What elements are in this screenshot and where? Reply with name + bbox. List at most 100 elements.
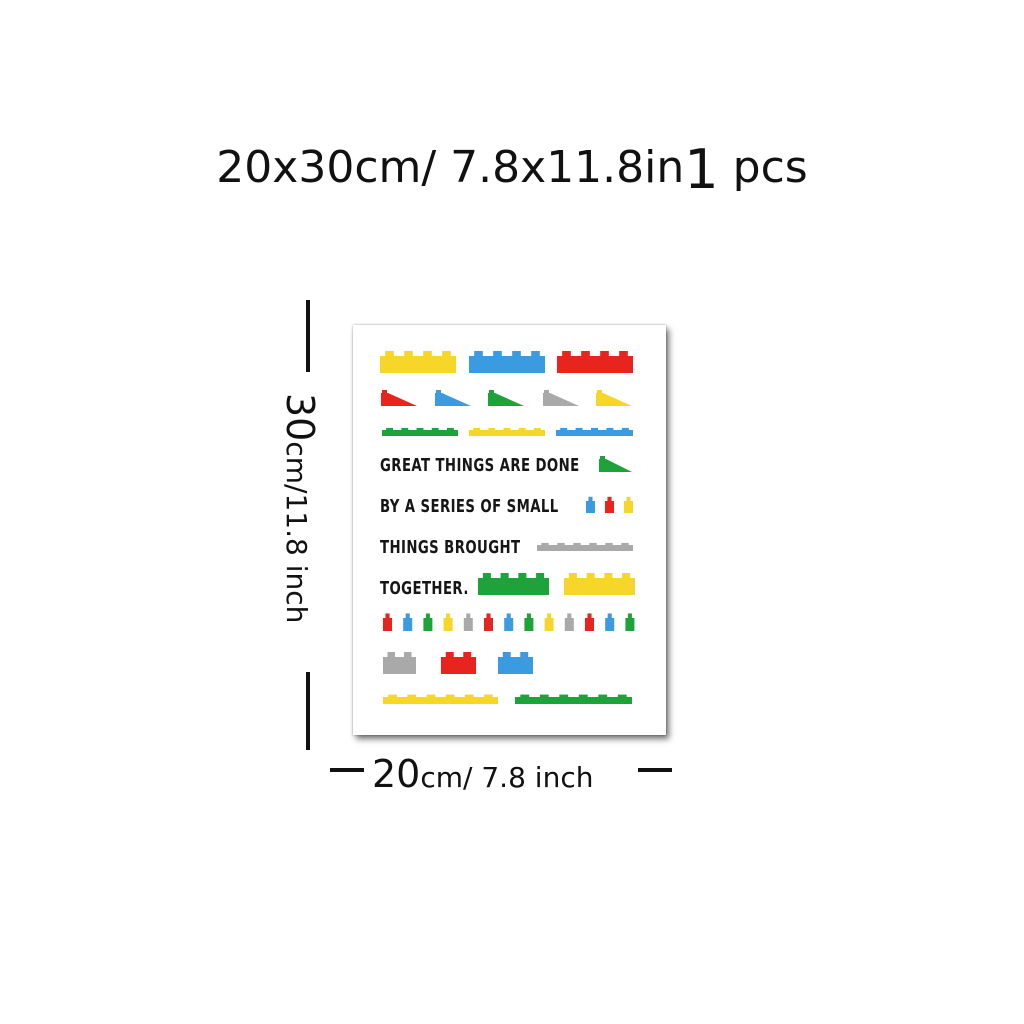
- slope-brick-2: [435, 393, 471, 406]
- brick-medium-green-stud: [482, 573, 491, 578]
- brick-large-blue: [469, 356, 545, 373]
- plate-gray-stud: [557, 542, 565, 545]
- plate-long-yellow-stud: [426, 694, 436, 697]
- height-unit: cm/11.8 inch: [280, 441, 313, 624]
- slope-brick-1: [381, 393, 417, 406]
- brick-square-blue-stud: [502, 652, 511, 657]
- tiny-brick-2: [403, 618, 413, 631]
- brick-square-gray: [383, 657, 416, 674]
- plate-yellow: [469, 430, 545, 436]
- tiny-brick-4: [443, 618, 453, 631]
- plate-blue-stud: [575, 427, 583, 430]
- tiny-brick-5: [463, 618, 473, 631]
- tiny-brick-11-stud: [587, 613, 592, 618]
- tiny-brick-6-stud: [486, 613, 491, 618]
- plate-long-green-stud: [520, 694, 530, 697]
- tiny-brick-4-stud: [446, 613, 451, 618]
- tiny-brick-8-stud: [526, 613, 531, 618]
- width-dimension-line-right: [638, 768, 672, 772]
- tiny-brick-1: [383, 618, 392, 631]
- slope-brick-5: [596, 393, 632, 406]
- brick-square-blue: [498, 657, 533, 674]
- brick-large-yellow: [380, 356, 456, 373]
- brick-square-blue-stud: [520, 652, 529, 657]
- plate-green-stud: [446, 427, 454, 430]
- plate-blue: [556, 430, 633, 436]
- tiny-brick-7: [504, 618, 514, 631]
- tiny-brick-1-stud: [385, 613, 390, 618]
- tiny-brick-13: [625, 618, 635, 631]
- plate-green-stud: [416, 427, 424, 430]
- brick-square-gray-stud: [404, 652, 412, 657]
- brick-large-blue-stud: [493, 351, 502, 356]
- brick-large-yellow-stud: [423, 351, 432, 356]
- height-dimension-line-bottom: [306, 672, 310, 750]
- small-brick-red-stud: [607, 496, 612, 501]
- slope-brick-4-stud: [544, 390, 549, 393]
- brick-medium-yellow: [564, 578, 635, 595]
- slope-brick-quote-stud: [600, 456, 605, 459]
- height-dimension-line-top: [306, 300, 310, 372]
- brick-large-red-stud: [600, 351, 609, 356]
- plate-gray-stud: [589, 542, 597, 545]
- tiny-brick-2-stud: [405, 613, 410, 618]
- brick-medium-green: [478, 578, 549, 595]
- plate-long-yellow-stud: [484, 694, 493, 697]
- small-brick-yellow: [624, 501, 633, 513]
- brick-large-yellow-stud: [442, 351, 451, 356]
- plate-yellow-stud: [518, 427, 526, 430]
- width-unit: cm/ 7.8 inch: [420, 761, 594, 794]
- tiny-brick-9: [544, 618, 554, 631]
- slope-brick-2-stud: [436, 390, 441, 393]
- width-number: 20: [372, 752, 421, 796]
- plate-long-green-stud: [578, 694, 588, 697]
- tiny-brick-7-stud: [506, 613, 511, 618]
- plate-green-stud: [431, 427, 439, 430]
- plate-yellow-stud: [503, 427, 511, 430]
- plate-long-green-stud: [598, 694, 608, 697]
- small-brick-blue-stud: [588, 496, 593, 501]
- brick-medium-green-stud: [500, 573, 509, 578]
- width-dimension-label: 20cm/ 7.8 inch: [372, 752, 593, 796]
- tiny-brick-13-stud: [627, 613, 632, 618]
- height-dimension-label: 30cm/11.8 inch: [278, 393, 322, 623]
- slope-brick-1-stud: [382, 390, 387, 393]
- tiny-brick-6: [484, 618, 493, 631]
- height-number: 30: [278, 393, 322, 442]
- plate-green: [382, 430, 458, 436]
- plate-gray-stud: [621, 542, 629, 545]
- tiny-brick-12: [605, 618, 615, 631]
- tiny-brick-10-stud: [567, 613, 572, 618]
- brick-large-yellow-stud: [404, 351, 413, 356]
- brick-medium-green-stud: [518, 573, 527, 578]
- brick-medium-yellow-stud: [586, 573, 595, 578]
- small-brick-yellow-stud: [626, 496, 631, 501]
- plate-blue-stud: [621, 427, 629, 430]
- plate-long-green-stud: [617, 694, 627, 697]
- plate-gray: [537, 545, 633, 551]
- brick-large-red-stud: [619, 351, 628, 356]
- tiny-brick-5-stud: [466, 613, 471, 618]
- quantity-unit: pcs: [732, 142, 808, 193]
- plate-gray-stud: [541, 542, 549, 545]
- brick-medium-yellow-stud: [622, 573, 631, 578]
- brick-large-blue-stud: [512, 351, 521, 356]
- brick-large-red-stud: [562, 351, 571, 356]
- slope-brick-3: [488, 393, 524, 406]
- slope-brick-4: [543, 393, 579, 406]
- plate-yellow-stud: [488, 427, 496, 430]
- brick-medium-yellow-stud: [568, 573, 577, 578]
- plate-gray-stud: [605, 542, 613, 545]
- quote-line-1: GREAT THINGS ARE DONE: [380, 455, 580, 476]
- plate-blue-stud: [606, 427, 614, 430]
- plate-yellow-stud: [533, 427, 541, 430]
- tiny-brick-3: [423, 618, 433, 631]
- plate-long-green-stud: [559, 694, 569, 697]
- brick-large-red: [557, 356, 633, 373]
- plate-long-yellow-stud: [445, 694, 455, 697]
- brick-square-red: [441, 657, 476, 674]
- quote-line-2: BY A SERIES OF SMALL: [380, 496, 559, 517]
- slope-brick-3-stud: [489, 390, 494, 393]
- brick-square-red-stud: [445, 652, 454, 657]
